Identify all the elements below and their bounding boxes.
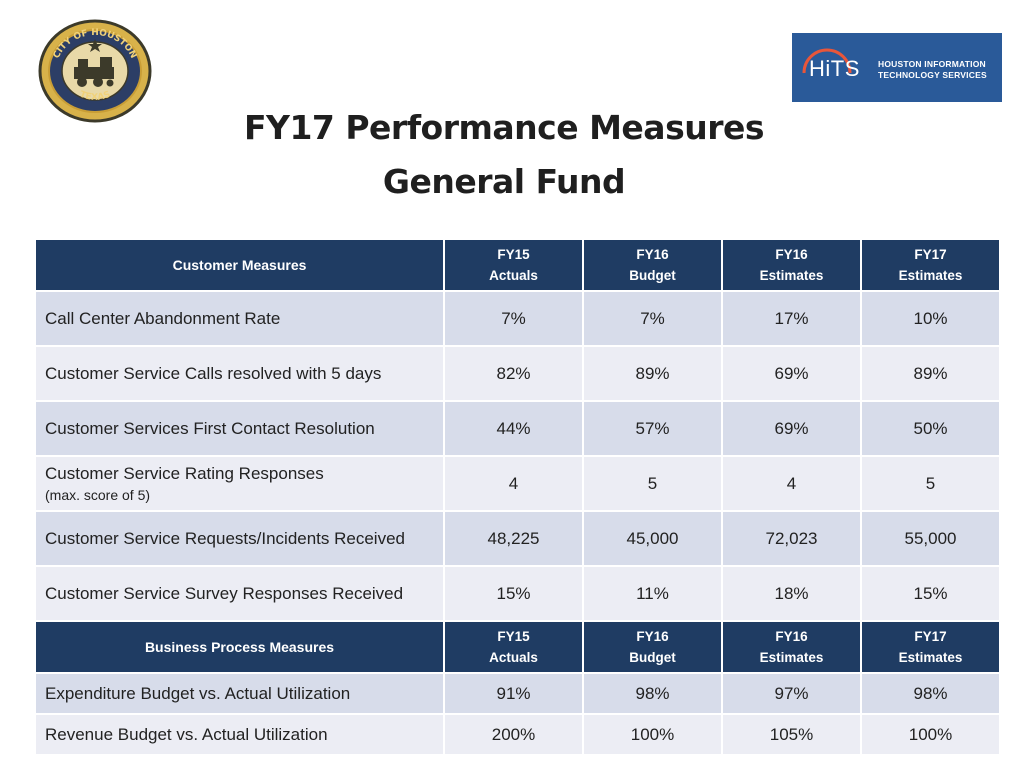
- measure-value: 5: [582, 455, 723, 512]
- column-header-type: Actuals: [489, 650, 538, 665]
- table-row: Customer Services First Contact Resoluti…: [34, 400, 1001, 457]
- measure-value: 55,000: [860, 510, 1001, 567]
- hits-arc-icon: [802, 48, 852, 74]
- city-of-houston-seal: CITY OF HOUSTON TEXAS: [38, 19, 152, 123]
- measure-value: 97%: [721, 672, 862, 715]
- customer-column-header: FY15 Actuals: [443, 238, 584, 292]
- column-header-year: FY16: [636, 247, 669, 262]
- measure-name: Customer Service Survey Responses Receiv…: [34, 565, 445, 622]
- column-header-year: FY16: [636, 629, 669, 644]
- business-column-header: FY15 Actuals: [443, 620, 584, 674]
- measure-value: 48,225: [443, 510, 584, 567]
- column-header-type: Estimates: [759, 268, 824, 283]
- measure-value: 11%: [582, 565, 723, 622]
- column-header-type: Estimates: [759, 650, 824, 665]
- measure-label: Customer Service Requests/Incidents Rece…: [45, 528, 405, 548]
- column-header-year: FY15: [497, 247, 530, 262]
- measure-label: Customer Service Rating Responses: [45, 464, 324, 483]
- measure-value: 5: [860, 455, 1001, 512]
- measure-value: 7%: [443, 290, 584, 347]
- measure-value: 4: [443, 455, 584, 512]
- table-body: Customer Measures FY15 Actuals FY16 Budget FY…: [34, 238, 1001, 756]
- measure-value: 98%: [582, 672, 723, 715]
- table-row: Call Center Abandonment Rate 7% 7% 17% 10%: [34, 290, 1001, 347]
- measure-note: (max. score of 5): [45, 487, 151, 503]
- measure-value: 89%: [860, 345, 1001, 402]
- measure-value: 4: [721, 455, 862, 512]
- measure-value: 72,023: [721, 510, 862, 567]
- measure-value: 7%: [582, 290, 723, 347]
- customer-column-header: FY16 Estimates: [721, 238, 862, 292]
- hits-mark: HiTS: [809, 56, 860, 81]
- measure-value: 105%: [721, 713, 862, 756]
- business-header-row: Business Process Measures FY15 Actuals FY16…: [34, 620, 1001, 674]
- measure-value: 44%: [443, 400, 584, 457]
- column-header-type: Budget: [629, 268, 676, 283]
- column-header-year: FY16: [775, 629, 808, 644]
- customer-column-header: FY16 Budget: [582, 238, 723, 292]
- page-title: FY17 Performance Measures: [244, 108, 765, 147]
- column-header-type: Estimates: [898, 650, 963, 665]
- measure-value: 10%: [860, 290, 1001, 347]
- hits-text: HOUSTON INFORMATION TECHNOLOGY SERVICES: [878, 59, 987, 81]
- measure-value: 200%: [443, 713, 584, 756]
- hits-line-2: TECHNOLOGY SERVICES: [878, 70, 987, 80]
- measure-value: 91%: [443, 672, 584, 715]
- table-row: Expenditure Budget vs. Actual Utilizatio…: [34, 672, 1001, 715]
- measure-label: Revenue Budget vs. Actual Utilization: [45, 724, 328, 744]
- column-header-year: FY16: [775, 247, 808, 262]
- business-column-header: FY16 Estimates: [721, 620, 862, 674]
- measure-name: Call Center Abandonment Rate: [34, 290, 445, 347]
- table-row: Customer Service Calls resolved with 5 d…: [34, 345, 1001, 402]
- hits-line-1: HOUSTON INFORMATION: [878, 59, 986, 69]
- measure-label: Expenditure Budget vs. Actual Utilizatio…: [45, 683, 351, 703]
- measure-value: 57%: [582, 400, 723, 457]
- table-row: Customer Service Requests/Incidents Rece…: [34, 510, 1001, 567]
- measure-label: Customer Service Survey Responses Receiv…: [45, 583, 404, 603]
- measure-value: 17%: [721, 290, 862, 347]
- measure-name: Customer Service Calls resolved with 5 d…: [34, 345, 445, 402]
- performance-measures-table: Customer Measures FY15 Actuals FY16 Budget FY…: [34, 238, 1001, 756]
- measure-label: Customer Service Calls resolved with 5 d…: [45, 363, 382, 383]
- measure-name: Customer Services First Contact Resoluti…: [34, 400, 445, 457]
- column-header-type: Actuals: [489, 268, 538, 283]
- customer-header-label: Customer Measures: [34, 238, 445, 292]
- hits-logo: HiTS HOUSTON INFORMATION TECHNOLOGY SERV…: [792, 33, 1002, 102]
- page-subtitle: General Fund: [382, 162, 626, 201]
- business-column-header: FY16 Budget: [582, 620, 723, 674]
- column-header-year: FY17: [914, 629, 947, 644]
- measure-name: Revenue Budget vs. Actual Utilization: [34, 713, 445, 756]
- measure-value: 15%: [860, 565, 1001, 622]
- measure-label: Call Center Abandonment Rate: [45, 308, 281, 328]
- column-header-type: Budget: [629, 650, 676, 665]
- measure-value: 69%: [721, 400, 862, 457]
- measure-value: 89%: [582, 345, 723, 402]
- table-row: Customer Service Rating Responses (max. s…: [34, 455, 1001, 512]
- measure-value: 82%: [443, 345, 584, 402]
- measure-value: 18%: [721, 565, 862, 622]
- table-row: Revenue Budget vs. Actual Utilization 200…: [34, 713, 1001, 756]
- measure-name: Customer Service Rating Responses (max. s…: [34, 455, 445, 512]
- column-header-year: FY15: [497, 629, 530, 644]
- column-header-year: FY17: [914, 247, 947, 262]
- measure-value: 100%: [582, 713, 723, 756]
- customer-column-header: FY17 Estimates: [860, 238, 1001, 292]
- measure-name: Customer Service Requests/Incidents Rece…: [34, 510, 445, 567]
- measure-label: Customer Services First Contact Resoluti…: [45, 418, 375, 438]
- measure-value: 98%: [860, 672, 1001, 715]
- measure-value: 15%: [443, 565, 584, 622]
- business-header-label: Business Process Measures: [34, 620, 445, 674]
- customer-header-row: Customer Measures FY15 Actuals FY16 Budget FY…: [34, 238, 1001, 292]
- measure-value: 50%: [860, 400, 1001, 457]
- measure-value: 100%: [860, 713, 1001, 756]
- svg-text:TEXAS: TEXAS: [78, 90, 112, 103]
- table-row: Customer Service Survey Responses Receiv…: [34, 565, 1001, 622]
- measure-value: 45,000: [582, 510, 723, 567]
- measure-name: Expenditure Budget vs. Actual Utilizatio…: [34, 672, 445, 715]
- business-column-header: FY17 Estimates: [860, 620, 1001, 674]
- column-header-type: Estimates: [898, 268, 963, 283]
- measure-value: 69%: [721, 345, 862, 402]
